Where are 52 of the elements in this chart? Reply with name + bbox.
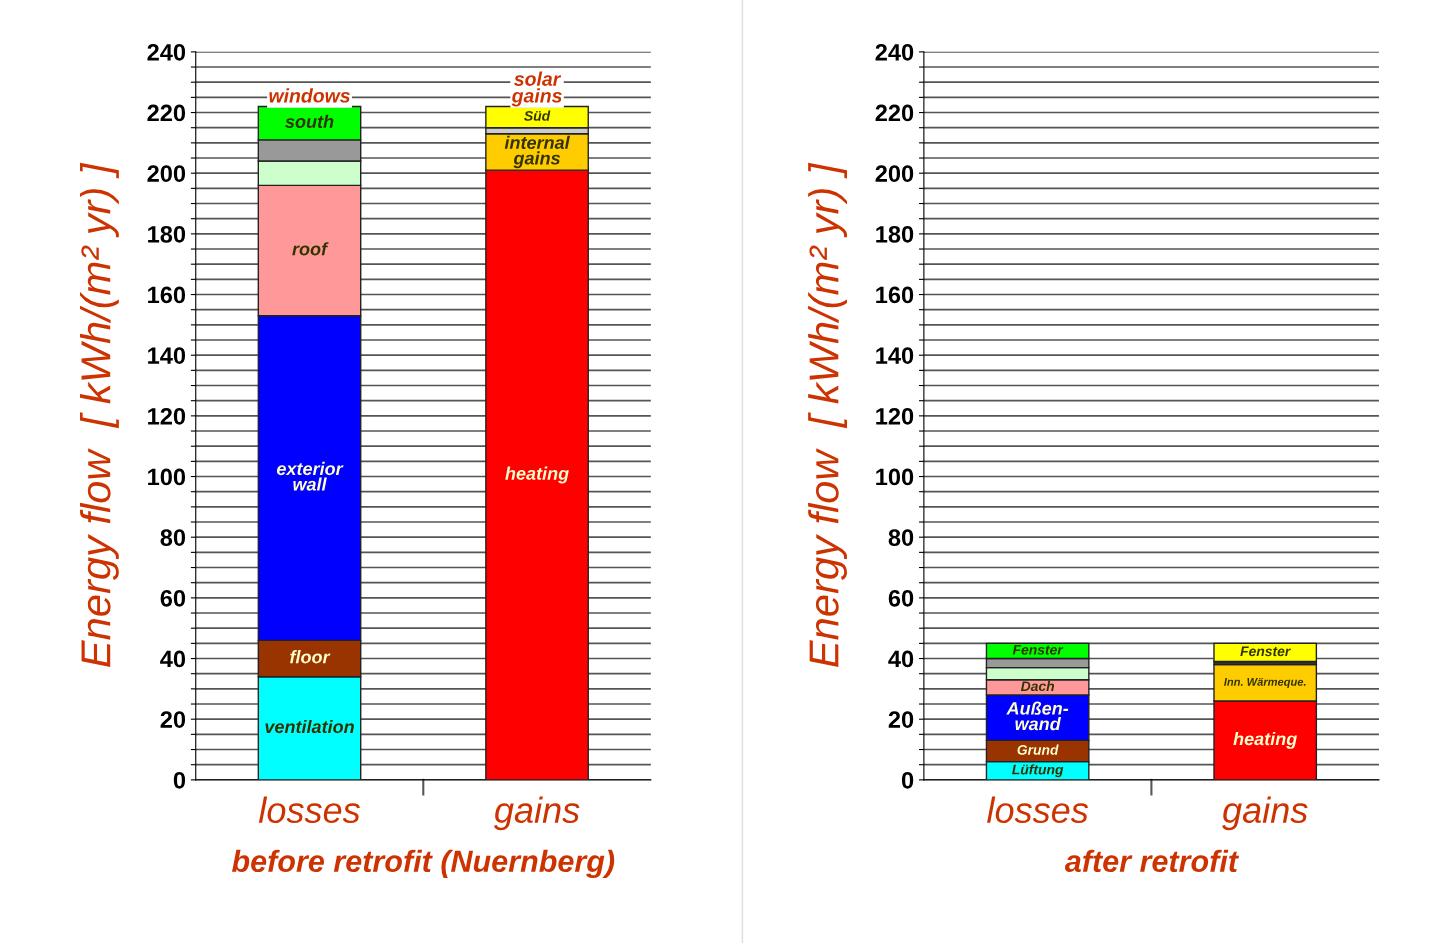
- y-tick-label: 240: [147, 43, 186, 61]
- y-tick-label: 60: [160, 589, 186, 607]
- y-tick-label: 160: [148, 286, 186, 304]
- y-tick-label: 60: [888, 589, 914, 607]
- series-label: Grund: [1017, 744, 1059, 755]
- y-tick-label: 240: [875, 43, 914, 61]
- y-tick-label: 40: [160, 650, 186, 668]
- series-label: Dach: [1020, 680, 1055, 692]
- y-tick-label: 20: [160, 711, 186, 728]
- y-axis-title: Energy flow [ kWh/(m² yr) ]: [80, 162, 119, 667]
- y-tick-label: 100: [148, 468, 186, 486]
- series-label: Fenster: [1240, 646, 1291, 657]
- y-tick-label: 120: [876, 407, 914, 425]
- y-tick-label: 200: [147, 165, 186, 182]
- y-tick-label: 220: [875, 104, 914, 122]
- y-tick-label: 140: [148, 347, 186, 364]
- y-tick-label: 120: [148, 407, 186, 425]
- x-tick-label: gains: [493, 796, 580, 831]
- series-label: Lüftung: [1012, 764, 1064, 778]
- annotation: solar gains: [511, 71, 562, 107]
- x-tick-label: losses: [258, 796, 360, 824]
- y-tick-label: 180: [876, 225, 914, 243]
- series-label: south: [285, 114, 334, 128]
- annotation: windows: [269, 88, 350, 103]
- x-axis-title: before retrofit (Nuernberg): [231, 849, 615, 879]
- series-label: ventilation: [265, 719, 354, 734]
- series-label: roof: [292, 242, 329, 256]
- series-label: Süd: [524, 110, 551, 121]
- series-label: heating: [1233, 732, 1297, 749]
- y-tick-label: 40: [888, 650, 914, 668]
- series-label: heating: [505, 466, 569, 484]
- series-label: exterior wall: [276, 461, 344, 491]
- x-axis-title: after retrofit: [1064, 849, 1240, 873]
- series-label: Fenster: [1012, 644, 1064, 655]
- y-tick-label: 160: [876, 286, 914, 304]
- y-tick-label: 220: [147, 104, 186, 122]
- y-tick-label: 20: [888, 711, 914, 728]
- series-label: Inn. Wärmeque.: [1224, 677, 1306, 688]
- y-tick-label: 80: [160, 529, 186, 546]
- series-label: floor: [290, 650, 331, 664]
- x-tick-label: losses: [987, 796, 1089, 824]
- x-tick-label: gains: [1222, 796, 1308, 831]
- y-tick-label: 180: [148, 225, 186, 243]
- y-tick-label: 140: [876, 347, 914, 364]
- series-label: Außen- wand: [1006, 701, 1069, 731]
- y-tick-label: 0: [173, 771, 186, 789]
- y-tick-label: 200: [875, 165, 914, 182]
- y-axis-title: Energy flow [ kWh/(m² yr) ]: [808, 162, 847, 667]
- series-label: internal gains: [504, 135, 570, 169]
- y-tick-label: 0: [901, 771, 914, 789]
- y-tick-label: 80: [888, 529, 914, 546]
- y-tick-label: 100: [876, 468, 914, 486]
